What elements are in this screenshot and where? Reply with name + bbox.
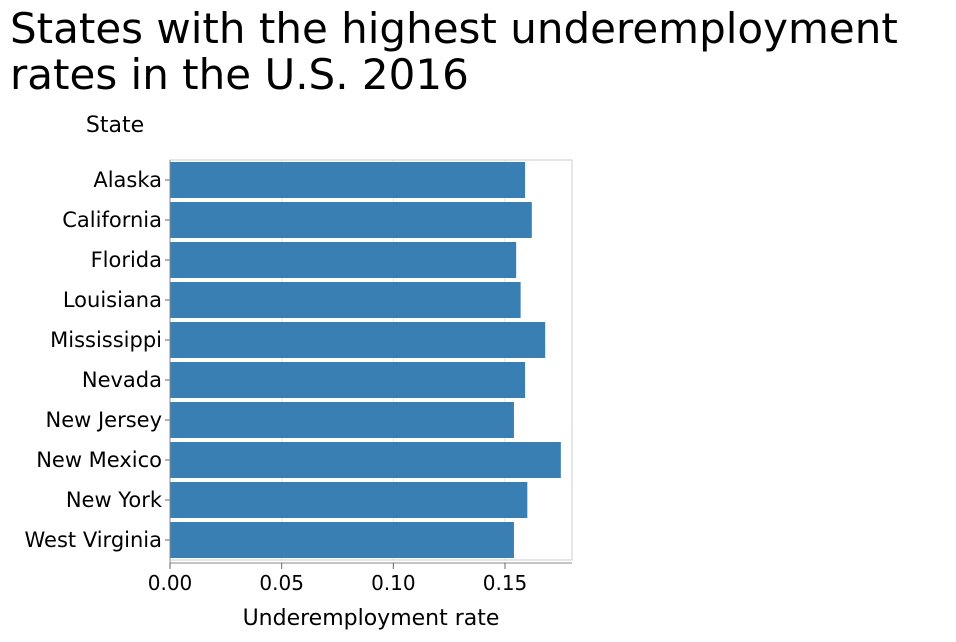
- axes: Alaska California Florida Louisiana Mississi…: [25, 160, 572, 595]
- x-tick-label: 0.15: [483, 571, 528, 595]
- bar: [170, 482, 528, 518]
- x-axis-title: Underemployment rate: [243, 606, 500, 631]
- y-tick-label: Louisiana: [63, 288, 162, 312]
- bar: [170, 202, 532, 238]
- bar: [170, 242, 517, 278]
- y-tick-label: New York: [66, 488, 163, 512]
- y-tick-label: Nevada: [82, 368, 162, 392]
- y-tick-label: New Mexico: [36, 448, 162, 472]
- y-tick-label: New Jersey: [45, 408, 162, 432]
- x-tick-label: 0.10: [371, 571, 416, 595]
- bar: [170, 362, 526, 398]
- y-tick-label: Florida: [91, 248, 162, 272]
- x-tick-label: 0.05: [259, 571, 304, 595]
- bar: [170, 402, 514, 438]
- y-axis-title: State: [86, 113, 144, 138]
- bar: [170, 282, 521, 318]
- bar: [170, 162, 526, 198]
- bars: [170, 162, 561, 558]
- y-tick-label: West Virginia: [25, 528, 162, 552]
- bar: [170, 322, 546, 358]
- y-tick-label: Mississippi: [50, 328, 162, 352]
- y-tick-label: California: [62, 208, 162, 232]
- bar: [170, 442, 561, 478]
- y-tick-label: Alaska: [93, 168, 162, 192]
- bar: [170, 522, 514, 558]
- x-tick-label: 0.00: [148, 571, 193, 595]
- chart-title: States with the highest underemployment …: [10, 4, 898, 99]
